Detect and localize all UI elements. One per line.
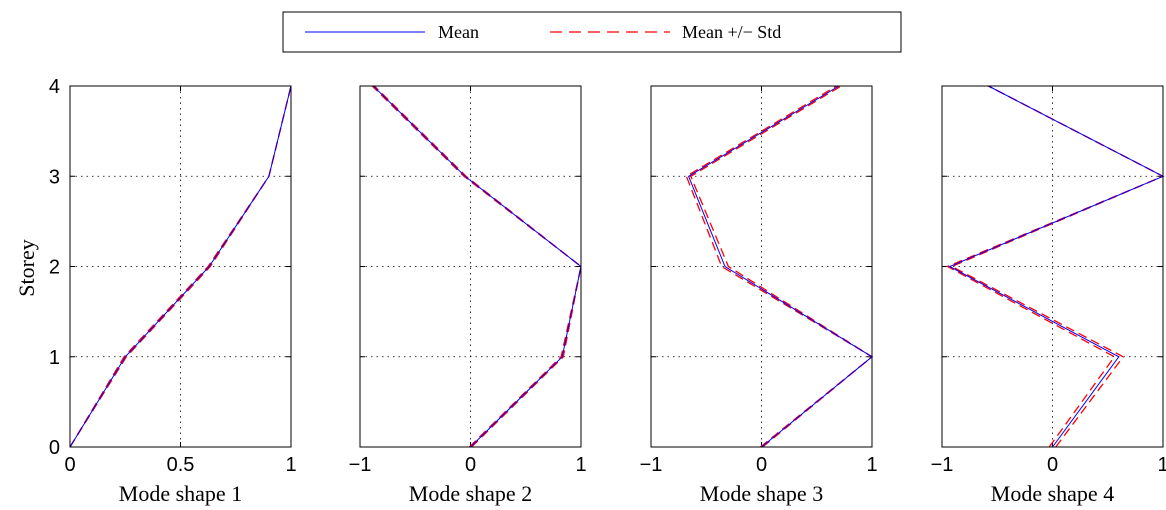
x-tick-label: 0.5 bbox=[167, 454, 195, 476]
x-axis-label: Mode shape 1 bbox=[119, 481, 242, 506]
y-tick-label: 4 bbox=[49, 76, 60, 98]
x-tick-label: 0 bbox=[1047, 454, 1058, 476]
x-tick-label: 0 bbox=[465, 454, 476, 476]
x-tick-label: 0 bbox=[756, 454, 767, 476]
y-tick-label: 1 bbox=[49, 347, 60, 369]
series-std-line bbox=[371, 85, 582, 448]
legend-mean-label: Mean bbox=[438, 22, 479, 42]
y-axis-label: Storey bbox=[14, 239, 39, 296]
series-mean-line bbox=[948, 85, 1165, 448]
x-tick-label: 1 bbox=[285, 454, 296, 476]
y-tick-label: 2 bbox=[49, 257, 60, 279]
series-std-line bbox=[950, 85, 1165, 448]
x-tick-label: 1 bbox=[575, 454, 586, 476]
y-tick-label: 3 bbox=[49, 166, 60, 188]
x-tick-label: 0 bbox=[64, 454, 75, 476]
subplot-2: −1 0 1 Mode shape 2 bbox=[349, 85, 587, 506]
series-mean-line bbox=[687, 85, 873, 448]
axes-box bbox=[359, 85, 582, 448]
x-axis-label: Mode shape 2 bbox=[409, 481, 532, 506]
x-tick-label: −1 bbox=[640, 454, 663, 476]
legend-std-label: Mean +/− Std bbox=[682, 22, 781, 42]
x-tick-label: 1 bbox=[1157, 454, 1166, 476]
legend: Mean Mean +/− Std bbox=[282, 11, 902, 53]
subplot-3: −1 0 1 Mode shape 3 bbox=[640, 85, 878, 506]
axes-box bbox=[69, 85, 292, 448]
series-std-line bbox=[373, 85, 582, 448]
axes-box bbox=[650, 85, 873, 448]
x-axis-label: Mode shape 4 bbox=[991, 481, 1114, 506]
subplot-1: 0 0.5 1 0 1 2 3 4 Mode shape 1 bbox=[49, 76, 297, 506]
axes-box bbox=[941, 85, 1164, 448]
series-std-line bbox=[689, 85, 874, 448]
x-tick-label: 1 bbox=[866, 454, 877, 476]
x-axis-label: Mode shape 3 bbox=[700, 481, 823, 506]
subplot-4: −1 0 1 Mode shape 4 bbox=[931, 85, 1166, 506]
series-mean-line bbox=[69, 85, 292, 448]
x-tick-label: −1 bbox=[349, 454, 372, 476]
series-std-line bbox=[945, 85, 1165, 448]
y-tick-label: 0 bbox=[49, 437, 60, 459]
x-tick-label: −1 bbox=[931, 454, 954, 476]
